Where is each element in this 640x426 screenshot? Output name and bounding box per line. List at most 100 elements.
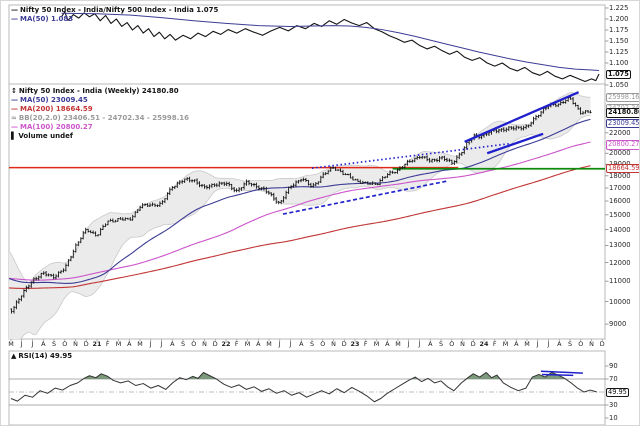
y-axis-tick-label: 17000	[609, 184, 631, 193]
legend-label: MA(200) 18664.59	[20, 105, 93, 113]
candlestick-icon: ↕	[11, 87, 17, 95]
x-axis-month-label: J	[547, 340, 550, 348]
x-axis-month-label: J	[31, 340, 34, 348]
x-axis-month-label: O	[449, 340, 455, 348]
y-axis-tick-label: 1.125	[609, 48, 629, 56]
y-axis-tick-label: 12000	[609, 258, 631, 267]
line-swatch-icon: —	[11, 15, 18, 23]
legend-label: MA(50) 23009.45	[20, 96, 88, 104]
x-axis-month-label: M	[266, 340, 272, 348]
x-axis-month-label: J	[160, 340, 163, 348]
x-axis-month-label: J	[149, 340, 152, 348]
x-axis-month-label: D	[212, 340, 218, 348]
legend-item-ratio-series[interactable]: — Nifty 50 Index - India/Nifty 500 Index …	[11, 6, 218, 15]
x-axis-month-label: O	[62, 340, 68, 348]
price-last-value-box: 25998.16	[606, 92, 640, 103]
legend-item-price-volume[interactable]: ▌ Volume undef	[11, 132, 189, 141]
x-axis-month-label: D	[83, 340, 89, 348]
legend-item-price-ma100[interactable]: — MA(100) 20800.27	[11, 123, 189, 132]
price-last-value-box: 23009.45	[606, 118, 640, 129]
x-axis-month-label: S	[309, 340, 315, 348]
legend-label: Nifty 50 Index - India (Weekly) 24180.80	[18, 87, 179, 95]
ratio-ma50-line	[61, 12, 600, 71]
x-axis-month-label: D	[341, 340, 347, 348]
x-axis-month-label: S	[51, 340, 57, 348]
x-axis-month-label: F	[234, 340, 239, 348]
x-axis-month-label: N	[202, 340, 207, 348]
x-axis-month-label: F	[363, 340, 368, 348]
price-last-value-box: 24180.80	[606, 108, 639, 118]
y-axis-tick-label: 15000	[609, 210, 631, 219]
legend-item-price-series[interactable]: ↕ Nifty 50 Index - India (Weekly) 24180.8…	[11, 87, 189, 96]
line-swatch-icon: —	[11, 105, 18, 113]
ratio-line	[61, 11, 600, 83]
y-axis-tick-label: 1.100	[609, 59, 629, 67]
rsi-overbought-fill	[11, 372, 597, 379]
y-axis-tick-label: 10000	[609, 297, 631, 306]
y-axis-tick-label: 70	[609, 375, 618, 383]
channel-upper-line[interactable]	[464, 91, 580, 143]
volume-bars-icon: ▌	[11, 132, 17, 140]
legend-item-price-ma50[interactable]: — MA(50) 23009.45	[11, 96, 189, 105]
ma100-line	[9, 141, 591, 281]
x-axis-month-label: A	[557, 340, 562, 348]
x-axis-month-label: D	[470, 340, 476, 348]
x-axis-month-label: 24	[479, 340, 489, 348]
line-swatch-icon: —	[11, 123, 18, 131]
x-axis-month-label: J	[407, 340, 410, 348]
y-axis-tick-label: 90	[609, 362, 618, 370]
x-axis-month-label: M	[244, 340, 251, 348]
rsi-trendline-upper[interactable]	[540, 370, 583, 374]
y-axis-tick-label: 22000	[609, 128, 631, 137]
legend-item-price-ma200[interactable]: — MA(200) 18664.59	[11, 105, 189, 114]
ratio-last-value-box: 1.075	[606, 69, 631, 79]
x-axis-month-label: A	[41, 340, 46, 348]
y-axis-tick-label: 11000	[609, 277, 631, 286]
y-axis-tick-label: 18000	[609, 171, 631, 180]
x-axis-month-label: A	[256, 340, 261, 348]
x-axis-month-label: D	[599, 340, 605, 348]
ma50-line	[9, 118, 591, 284]
y-axis-tick-label: 1.200	[609, 15, 629, 23]
rsi-last-value-box: 49.95	[606, 387, 629, 398]
price-last-value-box: 20800.27	[606, 140, 640, 150]
y-axis-tick-label: 1.150	[609, 37, 629, 45]
line-swatch-icon: —	[11, 6, 18, 14]
x-axis-month-label: F	[492, 340, 497, 348]
y-axis-tick-label: 16000	[609, 197, 631, 205]
x-axis-month-label: N	[460, 340, 465, 348]
y-axis-tick-label: 10	[609, 414, 618, 422]
x-axis-month-label: N	[73, 340, 78, 348]
dashed-trendline[interactable]	[282, 180, 447, 215]
x-axis-month-label: M	[502, 340, 509, 348]
x-axis-month-label: O	[320, 340, 326, 348]
legend-item-rsi-series[interactable]: ▲ RSI(14) 49.95	[11, 352, 72, 361]
x-axis-month-label: M	[395, 340, 401, 348]
x-axis-month-label: N	[589, 340, 594, 348]
x-axis-month-label: S	[180, 340, 186, 348]
dotted-trendline[interactable]	[311, 142, 509, 170]
x-axis-month-label: M	[115, 340, 122, 348]
price-panel-legend: ↕ Nifty 50 Index - India (Weekly) 24180.8…	[11, 87, 189, 141]
legend-item-price-bb[interactable]: ≈ BB(20,2.0) 23406.51 - 24702.34 - 25998.…	[11, 114, 189, 123]
rsi-panel-legend: ▲ RSI(14) 49.95	[11, 352, 72, 361]
x-axis-month-label: N	[331, 340, 336, 348]
x-axis-month-label: M	[8, 340, 14, 348]
x-axis-month-label: S	[567, 340, 573, 348]
rsi-trendline-lower[interactable]	[542, 373, 574, 377]
x-axis-month-label: 22	[221, 340, 231, 348]
x-axis-month-label: J	[289, 340, 292, 348]
legend-item-ratio-ma50[interactable]: — MA(50) 1.083	[11, 15, 218, 24]
weekly-price-bars	[10, 96, 592, 314]
x-axis-month-label: M	[373, 340, 380, 348]
legend-label: Volume undef	[18, 132, 73, 140]
y-axis-tick-label: 1.050	[609, 81, 629, 89]
legend-label: BB(20,2.0) 23406.51 - 24702.34 - 25998.1…	[18, 114, 190, 122]
x-axis-month-label: O	[191, 340, 197, 348]
x-axis-month-label: A	[170, 340, 175, 348]
x-axis-month-label: 21	[92, 340, 102, 348]
x-axis-month-label: J	[278, 340, 281, 348]
channel-lower-line[interactable]	[486, 132, 544, 155]
x-axis-month-label: M	[137, 340, 143, 348]
